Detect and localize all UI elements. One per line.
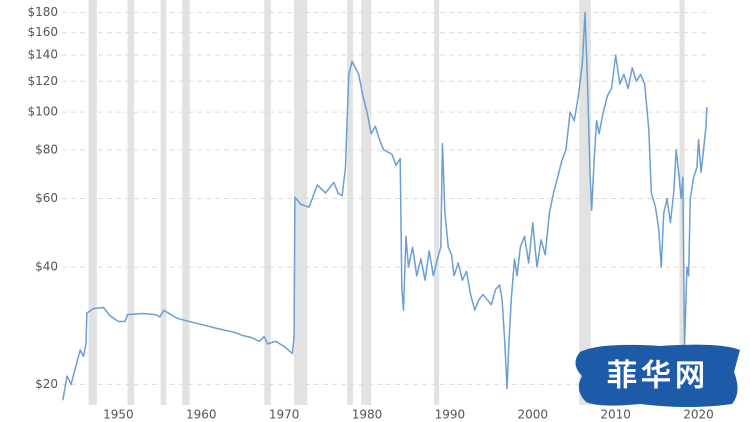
y-tick-label: $40 [35, 260, 58, 274]
shaded-period [160, 0, 167, 405]
x-tick-label: 1950 [103, 408, 134, 422]
y-tick-label: $180 [27, 5, 58, 19]
shaded-period [127, 0, 135, 405]
marks [62, 11, 708, 401]
y-tick-label: $160 [27, 25, 58, 39]
shaded-period [434, 0, 440, 405]
watermark-shape [575, 344, 740, 407]
shaded-period [182, 0, 190, 405]
shaded-period [679, 0, 685, 405]
x-tick-label: 1960 [186, 408, 217, 422]
watermark: 菲华网 [575, 344, 740, 407]
shaded-period [294, 0, 308, 405]
shaded-period [579, 0, 591, 405]
y-tick-label: $80 [35, 142, 58, 156]
y-tick-label: $120 [27, 74, 58, 88]
x-tick-label: 1980 [352, 408, 383, 422]
x-tick-label: 1990 [435, 408, 466, 422]
bands [88, 0, 685, 405]
shaded-period [264, 0, 271, 405]
x-tick-label: 2000 [518, 408, 549, 422]
price-line [62, 11, 708, 401]
shaded-period [361, 0, 372, 405]
watermark-text: 菲华网 [607, 359, 709, 394]
shaded-period [347, 0, 353, 405]
shaded-period [88, 0, 97, 405]
y-tick-label: $100 [27, 105, 58, 119]
x-tick-label: 2010 [600, 408, 631, 422]
x-tick-label: 1970 [269, 408, 300, 422]
y-tick-label: $20 [35, 377, 58, 391]
x-tick-label: 2020 [683, 408, 714, 422]
y-tick-label: $60 [35, 191, 58, 205]
y-tick-label: $140 [27, 48, 58, 62]
